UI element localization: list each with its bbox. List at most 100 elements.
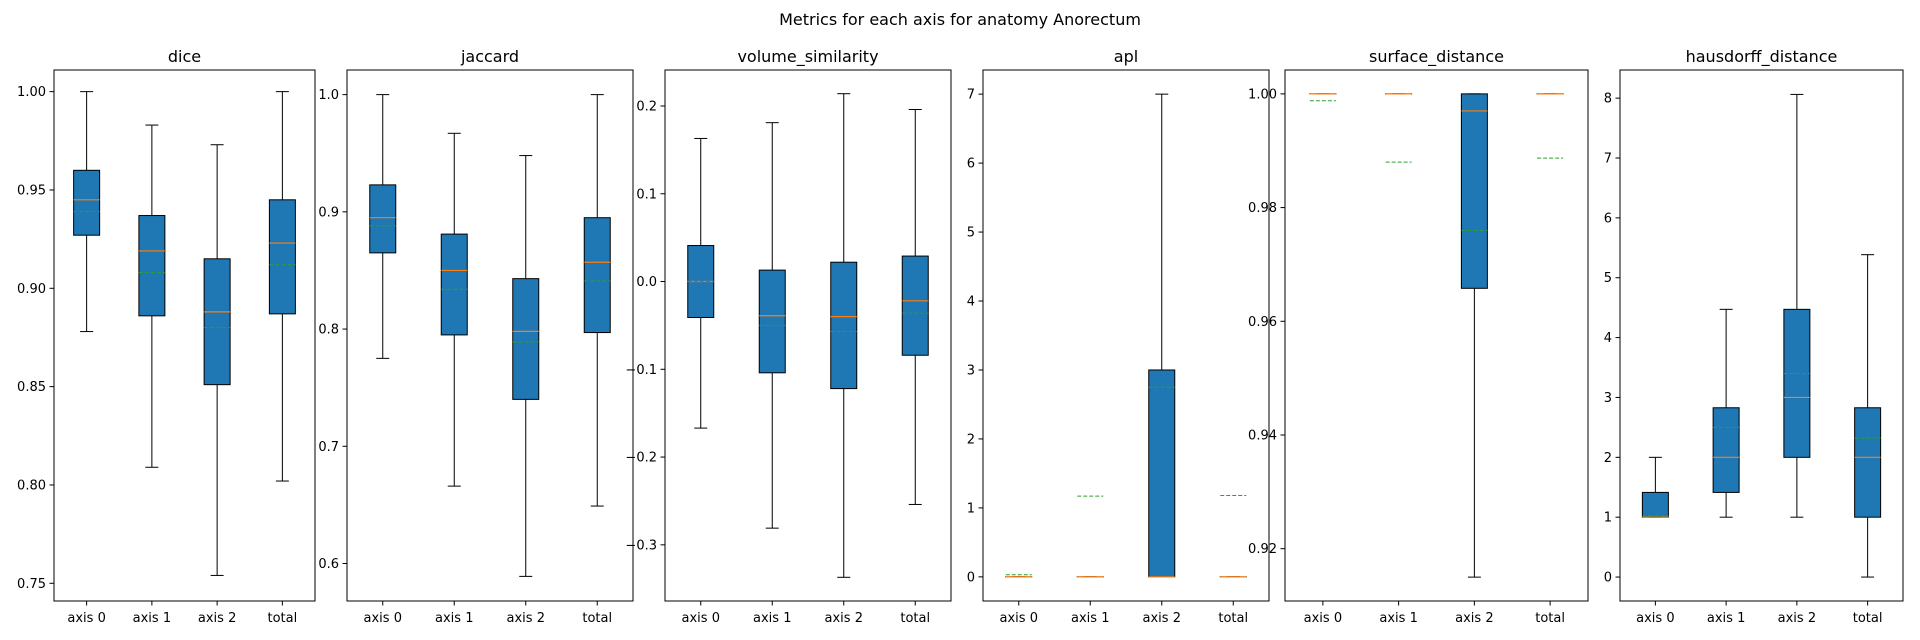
panel-hausdorff-distance: hausdorff_distance 0 1 2 3 4 5 6 7 8 axis 0 axis 1 a… (1604, 47, 1904, 626)
y-tick-label: 7 (967, 88, 975, 103)
iqr-box (512, 278, 540, 400)
panel-title: surface_distance (1369, 47, 1504, 67)
y-tick-label: 3 (1604, 391, 1612, 406)
y-tick-label: 1.00 (1248, 87, 1277, 102)
box-axis-2 (512, 155, 540, 577)
iqr-box (138, 215, 166, 317)
x-tick-label: axis 0 (67, 611, 105, 626)
box-axis-2 (1460, 93, 1488, 578)
box-axis-1 (1076, 495, 1104, 578)
panel-title: volume_similarity (737, 47, 878, 67)
box-axis-1 (758, 122, 786, 529)
panel-title: apl (1114, 47, 1138, 66)
iqr-box (1712, 407, 1740, 493)
x-tick-label: axis 1 (133, 611, 171, 626)
iqr-box (369, 184, 397, 254)
box-axis-2 (203, 144, 231, 576)
box-axis-0 (1005, 574, 1033, 578)
box-total (1854, 254, 1882, 578)
y-tick-label: 0.96 (1248, 315, 1277, 330)
box-total (901, 108, 929, 505)
y-tick-label: 0.6 (318, 557, 339, 572)
y-tick-label: 1.0 (318, 88, 339, 103)
panel-surface-distance: surface_distance 0.92 0.94 0.96 0.98 1.00 axis… (1248, 47, 1589, 626)
x-tick-label: axis 1 (1379, 611, 1417, 626)
x-tick-label: total (1535, 611, 1565, 626)
y-tick-label: 0 (967, 570, 975, 585)
iqr-box (1148, 369, 1176, 578)
box-axis-0 (1309, 93, 1337, 102)
iqr-box (203, 258, 231, 386)
y-tick-label: 4 (1604, 331, 1612, 346)
x-tick-label: total (900, 611, 930, 626)
x-tick-label: axis 0 (1000, 611, 1038, 626)
y-tick-label: 0.75 (17, 577, 46, 592)
x-tick-label: total (268, 611, 298, 626)
x-tick-label: axis 0 (1636, 611, 1674, 626)
panel-dice: dice 0.75 0.80 0.85 0.90 0.95 1.00 axis 0 axis 1… (17, 47, 316, 626)
y-tick-label: 6 (1604, 211, 1612, 226)
x-tick-label: axis 2 (1455, 611, 1493, 626)
panel-title: jaccard (460, 47, 519, 66)
box-axis-0 (73, 91, 101, 333)
x-tick-label: axis 1 (753, 611, 791, 626)
box-axis-1 (1385, 93, 1413, 163)
y-tick-label: 0.7 (318, 440, 339, 455)
box-axis-1 (440, 132, 468, 487)
y-tick-label: 0.8 (318, 323, 339, 338)
iqr-box (1783, 308, 1811, 458)
plot-frame (1619, 69, 1904, 602)
panel-title: hausdorff_distance (1686, 47, 1838, 67)
panel-apl: apl 0 1 2 3 4 5 6 7 axis 0 axis 1 axis 2 total (967, 47, 1270, 626)
y-tick-label: 0.2 (636, 99, 657, 114)
iqr-box (1641, 491, 1669, 518)
box-axis-0 (369, 94, 397, 359)
y-tick-label: 8 (1604, 92, 1612, 107)
y-tick-label: 1 (967, 501, 975, 516)
figure-title: Metrics for each axis for anatomy Anorec… (779, 10, 1141, 29)
box-axis-1 (1712, 308, 1740, 518)
plot-frame (53, 69, 316, 602)
plot-frame (346, 69, 634, 602)
y-tick-label: 0.92 (1248, 542, 1277, 557)
x-tick-label: axis 0 (364, 611, 402, 626)
iqr-box (440, 233, 468, 336)
iqr-box (268, 199, 296, 315)
x-tick-label: axis 2 (1778, 611, 1816, 626)
x-tick-label: axis 2 (1143, 611, 1181, 626)
iqr-box (1460, 93, 1488, 289)
x-tick-label: axis 1 (1071, 611, 1109, 626)
x-tick-label: total (582, 611, 612, 626)
y-tick-label: 1 (1604, 511, 1612, 526)
y-tick-label: 0.98 (1248, 201, 1277, 216)
box-axis-0 (687, 137, 715, 429)
x-tick-label: total (1218, 611, 1248, 626)
box-axis-2 (830, 93, 858, 578)
y-tick-label: −0.3 (625, 538, 657, 553)
box-total (1219, 494, 1247, 578)
x-tick-label: axis 1 (1707, 611, 1745, 626)
x-tick-label: axis 2 (198, 611, 236, 626)
plot-frame (1284, 69, 1589, 602)
y-tick-label: 0.9 (318, 205, 339, 220)
box-axis-0 (1641, 456, 1669, 518)
box-axis-1 (138, 124, 166, 468)
y-tick-label: 0.1 (636, 187, 657, 202)
x-tick-label: total (1853, 611, 1883, 626)
y-tick-label: 0.94 (1248, 428, 1277, 443)
y-tick-label: 5 (967, 226, 975, 241)
x-tick-label: axis 0 (682, 611, 720, 626)
y-tick-label: 0.80 (17, 478, 46, 493)
y-tick-label: −0.1 (625, 363, 657, 378)
x-tick-label: axis 0 (1304, 611, 1342, 626)
panel-volume-similarity: volume_similarity −0.3 −0.2 −0.1 0.0 0.1 0.2 ax… (625, 47, 952, 626)
iqr-box (758, 269, 786, 374)
box-total (583, 94, 611, 507)
y-tick-label: 7 (1604, 152, 1612, 167)
y-tick-label: 0.0 (636, 275, 657, 290)
y-tick-label: 0.95 (17, 183, 46, 198)
y-tick-label: 2 (1604, 451, 1612, 466)
y-tick-label: 1.00 (17, 85, 46, 100)
